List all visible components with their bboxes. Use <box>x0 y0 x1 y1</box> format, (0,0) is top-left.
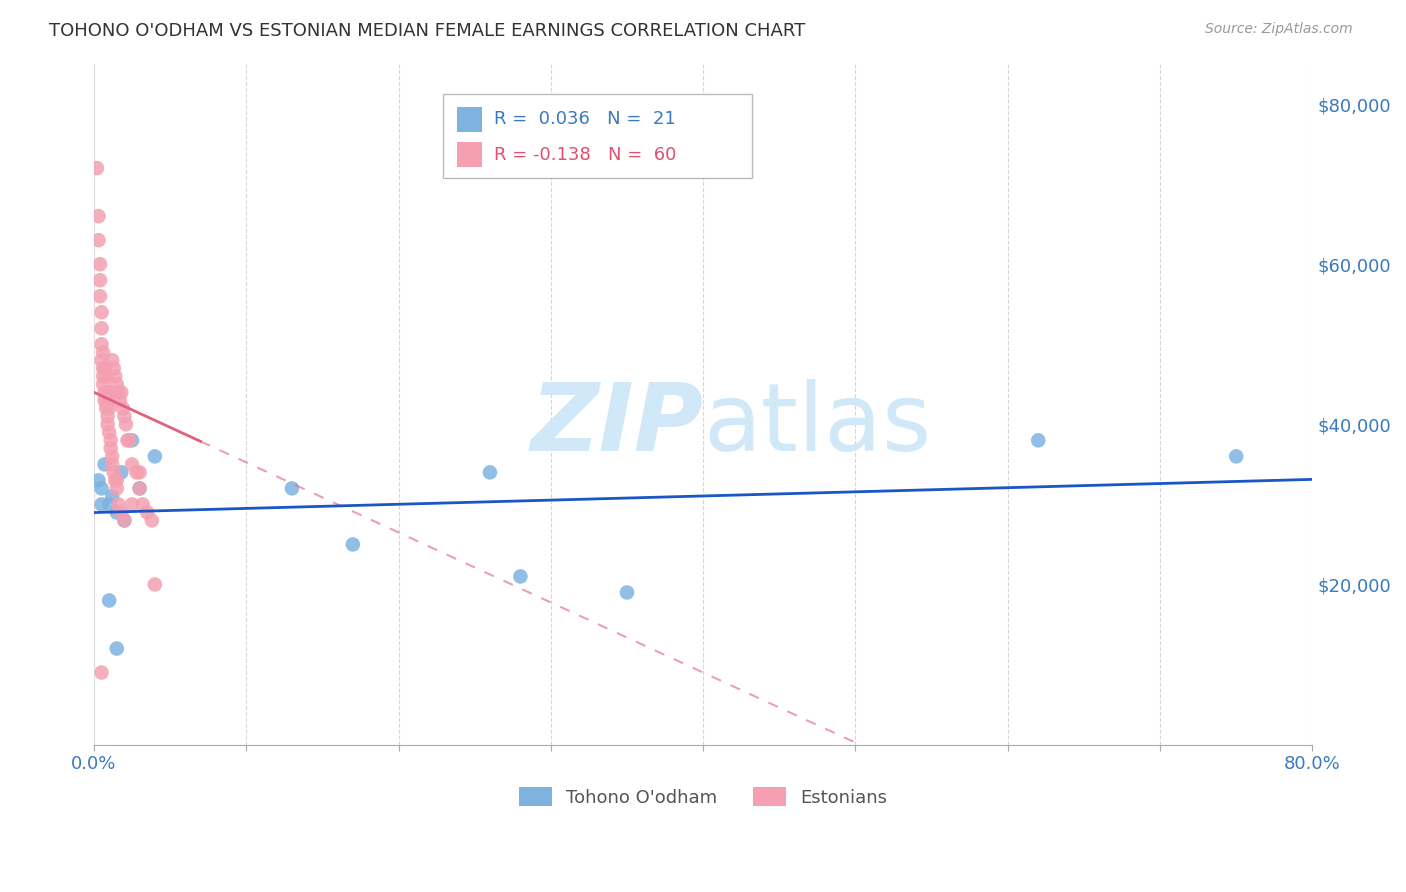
Point <box>89 273 111 287</box>
Point <box>121 458 143 472</box>
Point <box>105 482 128 496</box>
Point <box>103 361 125 376</box>
Point <box>105 641 128 656</box>
Point <box>128 482 150 496</box>
Point <box>104 369 127 384</box>
Point <box>98 497 121 511</box>
Point <box>98 385 121 400</box>
Point <box>93 458 115 472</box>
Point <box>101 353 124 368</box>
Point <box>112 409 135 424</box>
Point <box>121 434 143 448</box>
Point <box>89 289 111 303</box>
Point <box>105 377 128 392</box>
Point <box>105 505 128 519</box>
Point <box>128 466 150 480</box>
Point <box>98 393 121 408</box>
Point <box>90 482 112 496</box>
Point <box>103 466 125 480</box>
Point <box>93 393 115 408</box>
Legend: Tohono O'odham, Estonians: Tohono O'odham, Estonians <box>512 780 894 814</box>
Point <box>94 393 117 408</box>
Point <box>141 513 163 527</box>
Point <box>112 513 135 527</box>
Point <box>87 474 110 488</box>
Point <box>110 385 132 400</box>
Point <box>107 385 129 400</box>
Point <box>108 393 131 408</box>
Point <box>121 497 143 511</box>
Point <box>91 369 114 384</box>
Point <box>90 321 112 335</box>
Point <box>111 401 134 416</box>
Point <box>128 482 150 496</box>
Point <box>107 497 129 511</box>
Point <box>90 337 112 351</box>
Text: TOHONO O'ODHAM VS ESTONIAN MEDIAN FEMALE EARNINGS CORRELATION CHART: TOHONO O'ODHAM VS ESTONIAN MEDIAN FEMALE… <box>49 22 806 40</box>
Text: Source: ZipAtlas.com: Source: ZipAtlas.com <box>1205 22 1353 37</box>
Point <box>342 537 364 551</box>
Point <box>101 450 124 464</box>
Point <box>90 305 112 319</box>
Point <box>281 482 304 496</box>
Point <box>112 513 135 527</box>
Point <box>118 434 141 448</box>
Text: R =  0.036   N =  21: R = 0.036 N = 21 <box>494 110 675 128</box>
Point <box>94 369 117 384</box>
Point <box>94 401 117 416</box>
Point <box>115 417 138 432</box>
Point <box>90 665 112 680</box>
Point <box>1026 434 1049 448</box>
Point <box>94 385 117 400</box>
Point <box>101 490 124 504</box>
Point <box>110 505 132 519</box>
Point <box>91 361 114 376</box>
Point <box>478 466 501 480</box>
Point <box>97 417 120 432</box>
Point <box>110 466 132 480</box>
Point <box>93 361 115 376</box>
Point <box>93 385 115 400</box>
Point <box>90 497 112 511</box>
Point <box>143 450 166 464</box>
Point <box>125 466 148 480</box>
Point <box>136 505 159 519</box>
Point <box>509 569 531 583</box>
Text: atlas: atlas <box>703 379 931 471</box>
Point <box>100 442 122 456</box>
Text: ZIP: ZIP <box>530 379 703 471</box>
Point <box>98 425 121 440</box>
Point <box>143 577 166 591</box>
Point <box>101 458 124 472</box>
Point <box>131 497 153 511</box>
Point <box>100 434 122 448</box>
Point <box>98 593 121 607</box>
Point <box>91 377 114 392</box>
Point <box>90 353 112 368</box>
Point <box>87 209 110 223</box>
Point <box>98 401 121 416</box>
Point <box>89 257 111 271</box>
Point <box>117 434 139 448</box>
Point <box>616 585 638 599</box>
Point <box>104 474 127 488</box>
Point <box>105 474 128 488</box>
Point <box>86 161 108 176</box>
Text: R = -0.138   N =  60: R = -0.138 N = 60 <box>494 145 676 163</box>
Point <box>91 345 114 359</box>
Point <box>97 409 120 424</box>
Point <box>87 233 110 247</box>
Point <box>1225 450 1247 464</box>
